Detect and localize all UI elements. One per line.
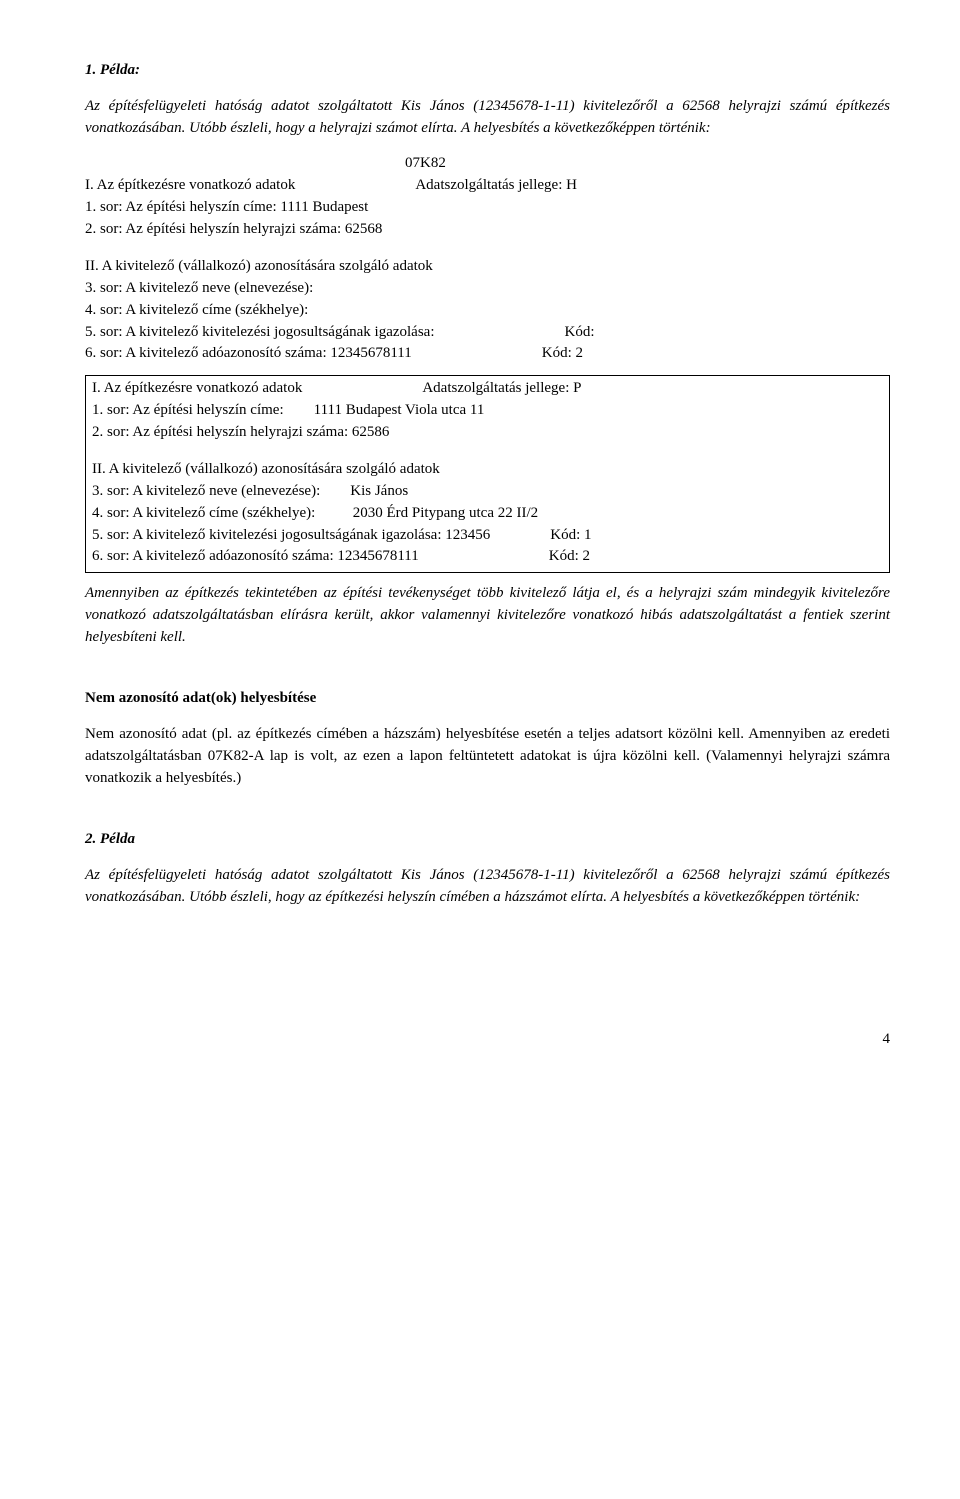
b1-line6: 4. sor: A kivitelező címe (székhelye): bbox=[85, 300, 890, 322]
example2-heading: 2. Példa bbox=[85, 829, 890, 851]
b1-line3: 2. sor: Az építési helyszín helyrajzi sz… bbox=[85, 219, 890, 241]
example1-intro: Az építésfelügyeleti hatóság adatot szol… bbox=[85, 96, 890, 140]
b1-line5: 3. sor: A kivitelező neve (elnevezése): bbox=[85, 278, 890, 300]
b2-line7b: Kód: 1 bbox=[550, 525, 591, 547]
after-box-para: Amennyiben az építkezés tekintetében az … bbox=[85, 583, 890, 648]
example2-intro: Az építésfelügyeleti hatóság adatot szol… bbox=[85, 865, 890, 909]
b1-line4: II. A kivitelező (vállalkozó) azonosítás… bbox=[85, 256, 890, 278]
b2-line5: 3. sor: A kivitelező neve (elnevezése): … bbox=[92, 481, 883, 503]
b2-line7a: 5. sor: A kivitelező kivitelezési jogosu… bbox=[92, 525, 490, 547]
b1-line1b: Adatszolgáltatás jellege: H bbox=[415, 175, 577, 197]
b2-line4: II. A kivitelező (vállalkozó) azonosítás… bbox=[92, 459, 883, 481]
form-code-center: 07K82 bbox=[85, 153, 890, 175]
b2-line1b: Adatszolgáltatás jellege: P bbox=[422, 378, 581, 400]
b2-line8a: 6. sor: A kivitelező adóazonosító száma:… bbox=[92, 546, 419, 568]
section2-para: Nem azonosító adat (pl. az építkezés cím… bbox=[85, 724, 890, 789]
b1-line7a: 5. sor: A kivitelező kivitelezési jogosu… bbox=[85, 322, 435, 344]
b1-line8b: Kód: 2 bbox=[542, 343, 583, 365]
b2-line1a: I. Az építkezésre vonatkozó adatok bbox=[92, 378, 302, 400]
b2-line3: 2. sor: Az építési helyszín helyrajzi sz… bbox=[92, 422, 883, 444]
b1-line7b: Kód: bbox=[565, 322, 595, 344]
b1-line2: 1. sor: Az építési helyszín címe: 1111 B… bbox=[85, 197, 890, 219]
b2-line2: 1. sor: Az építési helyszín címe: 1111 B… bbox=[92, 400, 883, 422]
b1-line1a: I. Az építkezésre vonatkozó adatok bbox=[85, 175, 295, 197]
example1-heading: 1. Példa: bbox=[85, 60, 890, 82]
b1-line8a: 6. sor: A kivitelező adóazonosító száma:… bbox=[85, 343, 412, 365]
section2-heading: Nem azonosító adat(ok) helyesbítése bbox=[85, 688, 890, 710]
b2-line8b: Kód: 2 bbox=[549, 546, 590, 568]
page-number: 4 bbox=[85, 1029, 890, 1051]
b2-line6: 4. sor: A kivitelező címe (székhelye): 2… bbox=[92, 503, 883, 525]
correction-box: I. Az építkezésre vonatkozó adatok Adats… bbox=[85, 375, 890, 573]
